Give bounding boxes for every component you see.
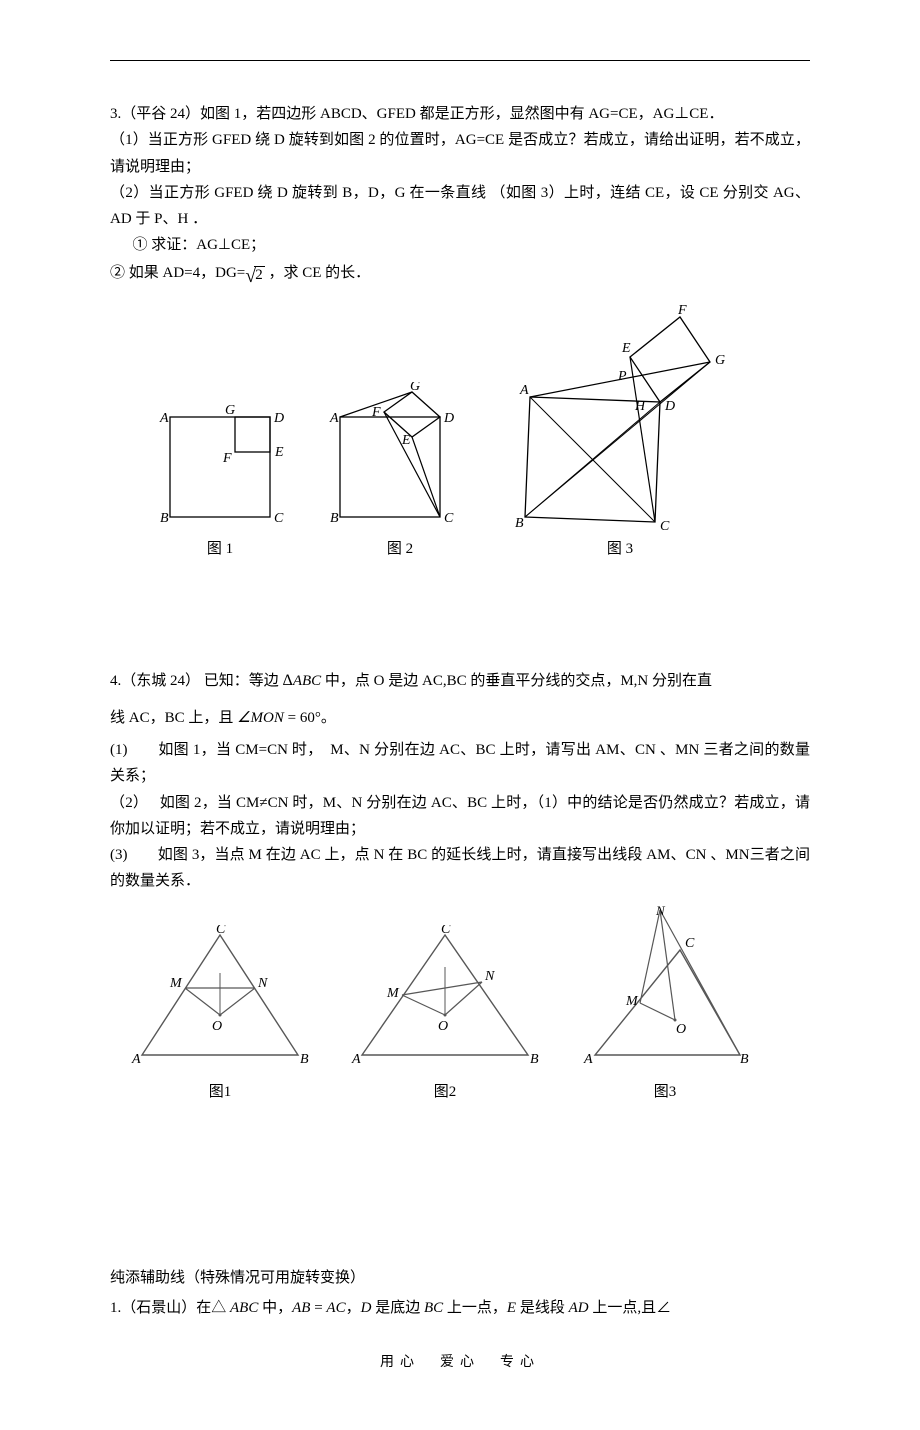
aux-bc: BC bbox=[424, 1300, 443, 1316]
svg-text:B: B bbox=[300, 1052, 309, 1067]
aux-mid3: 是底边 bbox=[371, 1300, 424, 1316]
q4-p1: (1) 如图 1，当 CM=CN 时， M、N 分别在边 AC、BC 上时，请写… bbox=[110, 737, 810, 790]
svg-text:C: C bbox=[274, 511, 284, 526]
q4-fig1: C A B M N O 图1 bbox=[130, 925, 310, 1105]
svg-text:E: E bbox=[621, 341, 631, 356]
q3-fig2: A D B C G F E 图 2 bbox=[320, 382, 480, 562]
svg-text:A: A bbox=[519, 383, 529, 398]
q3-line1: 3.（平谷 24）如图 1，若四边形 ABCD、GFED 都是正方形，显然图中有… bbox=[110, 101, 810, 127]
svg-text:N: N bbox=[257, 976, 268, 991]
q3-sub1: ① 求证：AG⊥CE； bbox=[110, 232, 810, 258]
q4-line2: 线 AC，BC 上，且 ∠MON = 60°。。 bbox=[110, 705, 810, 731]
aux-d: D bbox=[361, 1300, 372, 1316]
q3-sub2-pre: ② 如果 AD=4，DG= bbox=[110, 265, 245, 281]
svg-text:O: O bbox=[212, 1019, 222, 1034]
svg-text:B: B bbox=[530, 1052, 539, 1067]
svg-text:H: H bbox=[634, 399, 646, 414]
svg-text:N: N bbox=[484, 969, 495, 984]
q3-sub2: ② 如果 AD=4，DG=√2 ，求 CE 的长． bbox=[110, 259, 810, 294]
aux-e: E bbox=[507, 1300, 516, 1316]
q4-fig2: C A B M N O 图2 bbox=[350, 925, 540, 1105]
svg-text:C: C bbox=[216, 925, 226, 937]
svg-text:E: E bbox=[401, 433, 411, 448]
q3-figures: A D B C G F E 图 1 A D B bbox=[150, 302, 810, 562]
q4-fig3-label: 图3 bbox=[654, 1079, 677, 1105]
q4-fig1-label: 图1 bbox=[209, 1079, 232, 1105]
svg-text:G: G bbox=[410, 382, 420, 394]
spacer-2 bbox=[110, 1115, 810, 1265]
q4-line1: 4.（东城 24） 已知：等边 Δ△ABCABC 中，点 O 是边 AC,BC … bbox=[110, 667, 810, 695]
svg-text:A: A bbox=[583, 1052, 593, 1067]
q3-fig2-svg: A D B C G F E bbox=[320, 382, 480, 532]
aux-mid5: 是线段 bbox=[516, 1300, 569, 1316]
q3-sub2-post: ，求 CE 的长． bbox=[265, 265, 370, 281]
q3-fig1-svg: A D B C G F E bbox=[150, 402, 290, 532]
aux-p1: 1.（石景山）在△ ABC 中，AB = AC，D 是底边 BC 上一点，E 是… bbox=[110, 1295, 810, 1321]
svg-text:M: M bbox=[169, 976, 183, 991]
spacer-1 bbox=[110, 572, 810, 667]
svg-text:B: B bbox=[160, 511, 169, 526]
svg-text:F: F bbox=[371, 405, 381, 420]
aux-mid2: ， bbox=[346, 1300, 361, 1316]
svg-text:M: M bbox=[625, 994, 639, 1009]
q3-fig1: A D B C G F E 图 1 bbox=[150, 402, 290, 562]
q4-figures: C A B M N O 图1 C A B M N O bbox=[130, 905, 810, 1105]
q4-fig1-svg: C A B M N O bbox=[130, 925, 310, 1075]
q4-fig2-label: 图2 bbox=[434, 1079, 457, 1105]
svg-text:C: C bbox=[444, 511, 454, 526]
svg-text:A: A bbox=[351, 1052, 361, 1067]
aux-ad: AD bbox=[569, 1300, 589, 1316]
q3-fig1-label: 图 1 bbox=[207, 536, 233, 562]
svg-text:N: N bbox=[655, 905, 666, 918]
sqrt-icon: √2 bbox=[245, 259, 264, 294]
q3-fig3: A D B C F G E P H 图 3 bbox=[510, 302, 730, 562]
svg-text:P: P bbox=[617, 369, 627, 384]
sqrt-radicand: 2 bbox=[254, 266, 265, 283]
q3-line2: （1）当正方形 GFED 绕 D 旋转到如图 2 的位置时，AG=CE 是否成立… bbox=[110, 127, 810, 180]
q4-fig3: C A B M N O 图3 bbox=[580, 905, 750, 1105]
svg-text:B: B bbox=[740, 1052, 749, 1067]
svg-text:O: O bbox=[438, 1019, 448, 1034]
svg-text:C: C bbox=[660, 519, 670, 532]
footer: 用心 爱心 专心 bbox=[110, 1351, 810, 1376]
svg-text:C: C bbox=[441, 925, 451, 937]
top-rule bbox=[110, 60, 810, 61]
aux-p1-pre: 1.（石景山）在△ bbox=[110, 1300, 230, 1316]
svg-text:B: B bbox=[515, 516, 524, 531]
aux-title: 纯添辅助线（特殊情况可用旋转变换） bbox=[110, 1265, 810, 1291]
svg-text:D: D bbox=[443, 411, 454, 426]
aux-mid4: 上一点， bbox=[443, 1300, 507, 1316]
svg-text:C: C bbox=[685, 936, 695, 951]
svg-text:G: G bbox=[225, 403, 235, 418]
page: 3.（平谷 24）如图 1，若四边形 ABCD、GFED 都是正方形，显然图中有… bbox=[0, 0, 920, 1430]
svg-text:M: M bbox=[386, 986, 400, 1001]
aux-eq: AB bbox=[292, 1300, 314, 1316]
q3-fig2-label: 图 2 bbox=[387, 536, 413, 562]
q4-fig2-svg: C A B M N O bbox=[350, 925, 540, 1075]
aux-mid1: 中， bbox=[258, 1300, 292, 1316]
svg-text:F: F bbox=[222, 451, 232, 466]
svg-text:A: A bbox=[159, 411, 169, 426]
q4-p2: （2） 如图 2，当 CM≠CN 时，M、N 分别在边 AC、BC 上时，（1）… bbox=[110, 790, 810, 843]
q4-line2-pre: 线 AC，BC 上，且 bbox=[110, 710, 237, 726]
svg-text:D: D bbox=[273, 411, 284, 426]
q3-line3: （2）当正方形 GFED 绕 D 旋转到 B，D，G 在一条直线 （如图 3）上… bbox=[110, 180, 810, 233]
aux-mid6: 上一点,且∠ bbox=[589, 1300, 672, 1316]
svg-text:F: F bbox=[677, 303, 687, 318]
svg-text:O: O bbox=[676, 1022, 686, 1037]
svg-text:G: G bbox=[715, 353, 725, 368]
svg-text:D: D bbox=[664, 399, 675, 414]
svg-text:B: B bbox=[330, 511, 339, 526]
q4-fig3-svg: C A B M N O bbox=[580, 905, 750, 1075]
aux-abc: ABC bbox=[230, 1300, 258, 1316]
q4-p3: (3) 如图 3，当点 M 在边 AC 上，点 N 在 BC 的延长线上时，请直… bbox=[110, 842, 810, 895]
q4-line1-pre: 4.（东城 24） 已知：等边 bbox=[110, 673, 283, 689]
q3-fig3-label: 图 3 bbox=[607, 536, 633, 562]
svg-text:E: E bbox=[274, 445, 284, 460]
svg-text:A: A bbox=[329, 411, 339, 426]
q4-line1-post: 中，点 O 是边 AC,BC 的垂直平分线的交点，M,N 分别在直 bbox=[321, 673, 712, 689]
svg-text:A: A bbox=[131, 1052, 141, 1067]
q3-fig3-svg: A D B C F G E P H bbox=[510, 302, 730, 532]
